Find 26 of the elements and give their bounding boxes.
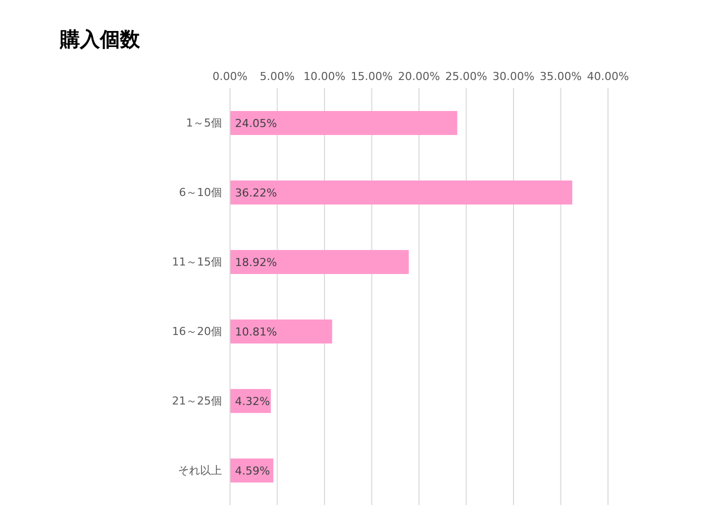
x-tick-label: 5.00%: [260, 70, 295, 83]
x-tick-label: 15.00%: [350, 70, 393, 83]
y-tick-label: 6～10個: [179, 186, 222, 200]
y-tick-label: 21～25個: [172, 394, 222, 408]
x-tick-label: 30.00%: [492, 70, 534, 83]
chart-title: 購入個数: [60, 26, 140, 53]
y-tick-label: それ以上: [178, 464, 222, 478]
x-tick-label: 10.00%: [304, 70, 346, 83]
y-tick-label: 1～5個: [186, 116, 222, 130]
x-tick-label: 35.00%: [540, 70, 582, 83]
x-tick-label: 40.00%: [587, 70, 629, 83]
data-label: 10.81%: [235, 325, 277, 338]
data-label: 4.59%: [235, 464, 270, 478]
bar: [230, 111, 458, 135]
data-label: 36.22%: [235, 186, 277, 200]
data-label: 18.92%: [235, 256, 277, 269]
bar: [230, 180, 572, 204]
x-tick-label: 0.00%: [212, 70, 248, 83]
bar: [230, 250, 409, 274]
data-label: 24.05%: [235, 116, 277, 130]
y-tick-label: 11～15個: [172, 256, 222, 269]
x-tick-label: 20.00%: [398, 70, 440, 83]
x-tick-label: 25.00%: [445, 70, 488, 83]
y-tick-label: 16～20個: [172, 325, 222, 338]
data-label: 4.32%: [235, 394, 270, 408]
bar: [230, 320, 332, 344]
